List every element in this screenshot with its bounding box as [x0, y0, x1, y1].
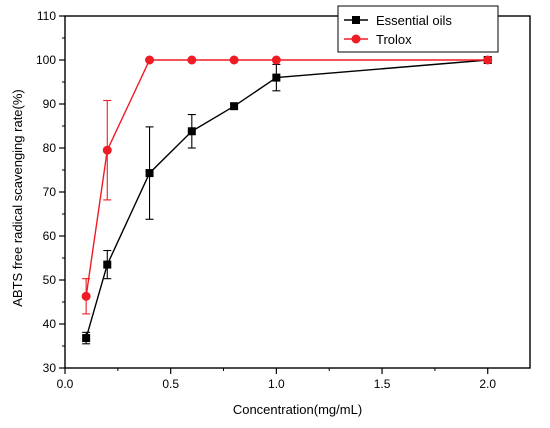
data-point: [187, 127, 196, 136]
data-point: [82, 334, 91, 343]
y-tick-label: 30: [43, 361, 57, 375]
axes: [59, 15, 531, 374]
y-tick-label: 110: [37, 9, 56, 23]
y-axis-title: ABTS free radical scavenging rate(%): [10, 89, 25, 306]
x-tick-label: 0.5: [162, 377, 179, 391]
legend-item: Essential oils: [344, 13, 452, 28]
y-tick-label: 60: [43, 229, 57, 243]
series-layer: [81, 55, 493, 345]
legend-label: Trolox: [376, 32, 412, 47]
legend-label: Essential oils: [376, 13, 452, 28]
data-point: [102, 145, 112, 155]
data-point: [230, 102, 239, 111]
legend: Essential oils Trolox: [337, 5, 499, 53]
data-point: [483, 55, 493, 65]
data-point: [103, 260, 112, 269]
x-tick-label: 2.0: [479, 377, 496, 391]
y-tick-label: 50: [43, 273, 57, 287]
series-trolox: [81, 55, 493, 315]
series-line: [85, 59, 488, 297]
series-line: [85, 59, 488, 339]
y-tick-label: 100: [36, 53, 56, 67]
data-point: [145, 169, 154, 178]
data-point: [81, 291, 91, 301]
y-tick-label: 80: [43, 141, 57, 155]
y-tick-label: 40: [43, 317, 57, 331]
plot-frame: [64, 15, 531, 369]
series-essential-oils: [82, 56, 492, 345]
data-point: [229, 55, 239, 65]
legend-item: Trolox: [344, 32, 412, 47]
x-tick-label: 0.0: [57, 377, 74, 391]
data-point: [187, 55, 197, 65]
data-point: [272, 73, 281, 82]
x-tick-label: 1.5: [374, 377, 391, 391]
tick-labels: 0.0 0.5 1.0 1.5 2.0 30 40 50 60 70 80 90 100 110: [36, 9, 496, 391]
x-tick-label: 1.0: [268, 377, 285, 391]
y-tick-label: 90: [43, 97, 57, 111]
data-point: [271, 55, 281, 65]
legend-marker: [352, 16, 360, 24]
y-tick-label: 70: [43, 185, 57, 199]
data-point: [145, 55, 155, 65]
x-axis-title: Concentration(mg/mL): [233, 402, 362, 417]
legend-marker: [351, 34, 361, 44]
legend-box: [337, 5, 499, 53]
